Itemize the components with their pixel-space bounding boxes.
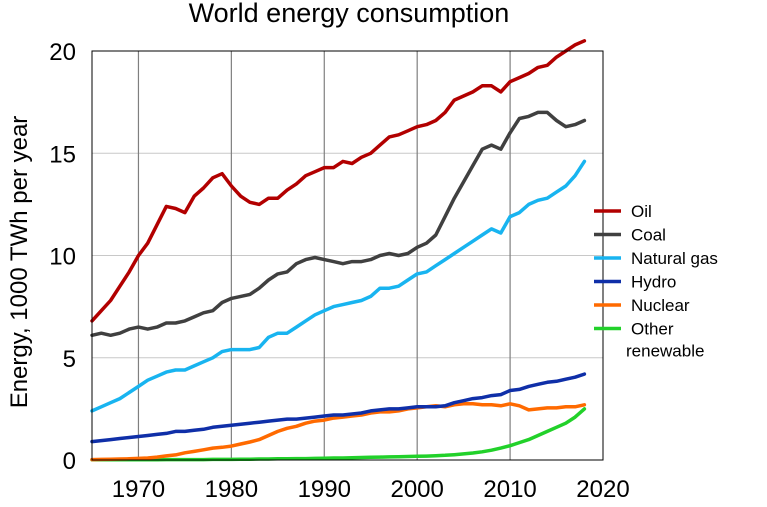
x-tick-label: 1990 — [298, 476, 351, 503]
y-tick-label: 15 — [49, 141, 76, 168]
x-tick-label: 2010 — [483, 476, 536, 503]
legend-label: Natural gas — [631, 249, 718, 268]
series-line — [90, 159, 587, 413]
y-axis-ticks: 0 5 10 15 20 — [49, 39, 76, 475]
y-tick-label: 0 — [63, 448, 76, 475]
series-line — [90, 372, 587, 444]
y-tick-label: 5 — [63, 346, 76, 373]
y-tick-label: 20 — [49, 39, 76, 66]
y-tick-label: 10 — [49, 244, 76, 271]
series-line — [90, 110, 587, 338]
legend-label: Hydro — [631, 273, 676, 292]
legend-label: renewable — [626, 342, 704, 361]
legend-label: Nuclear — [631, 296, 690, 315]
series-line — [90, 39, 587, 323]
y-axis-label: Energy, 1000 TWh per year — [6, 116, 33, 409]
chart-title: World energy consumption — [189, 0, 510, 28]
gridlines — [92, 51, 603, 460]
x-axis-ticks: 1970 1980 1990 2000 2010 2020 — [112, 476, 630, 503]
legend-label: Oil — [631, 202, 652, 221]
series-lines — [90, 39, 587, 462]
legend-label: Coal — [631, 226, 666, 245]
series-line — [90, 402, 587, 462]
x-tick-label: 1970 — [112, 476, 165, 503]
legend: Oil Coal Natural gas Hydro Nuclear Other renew… — [594, 202, 718, 361]
x-tick-label: 2020 — [576, 476, 629, 503]
plot-frame — [91, 50, 604, 461]
legend-label: Other — [631, 320, 674, 339]
x-tick-label: 1980 — [205, 476, 258, 503]
x-tick-label: 2000 — [390, 476, 443, 503]
